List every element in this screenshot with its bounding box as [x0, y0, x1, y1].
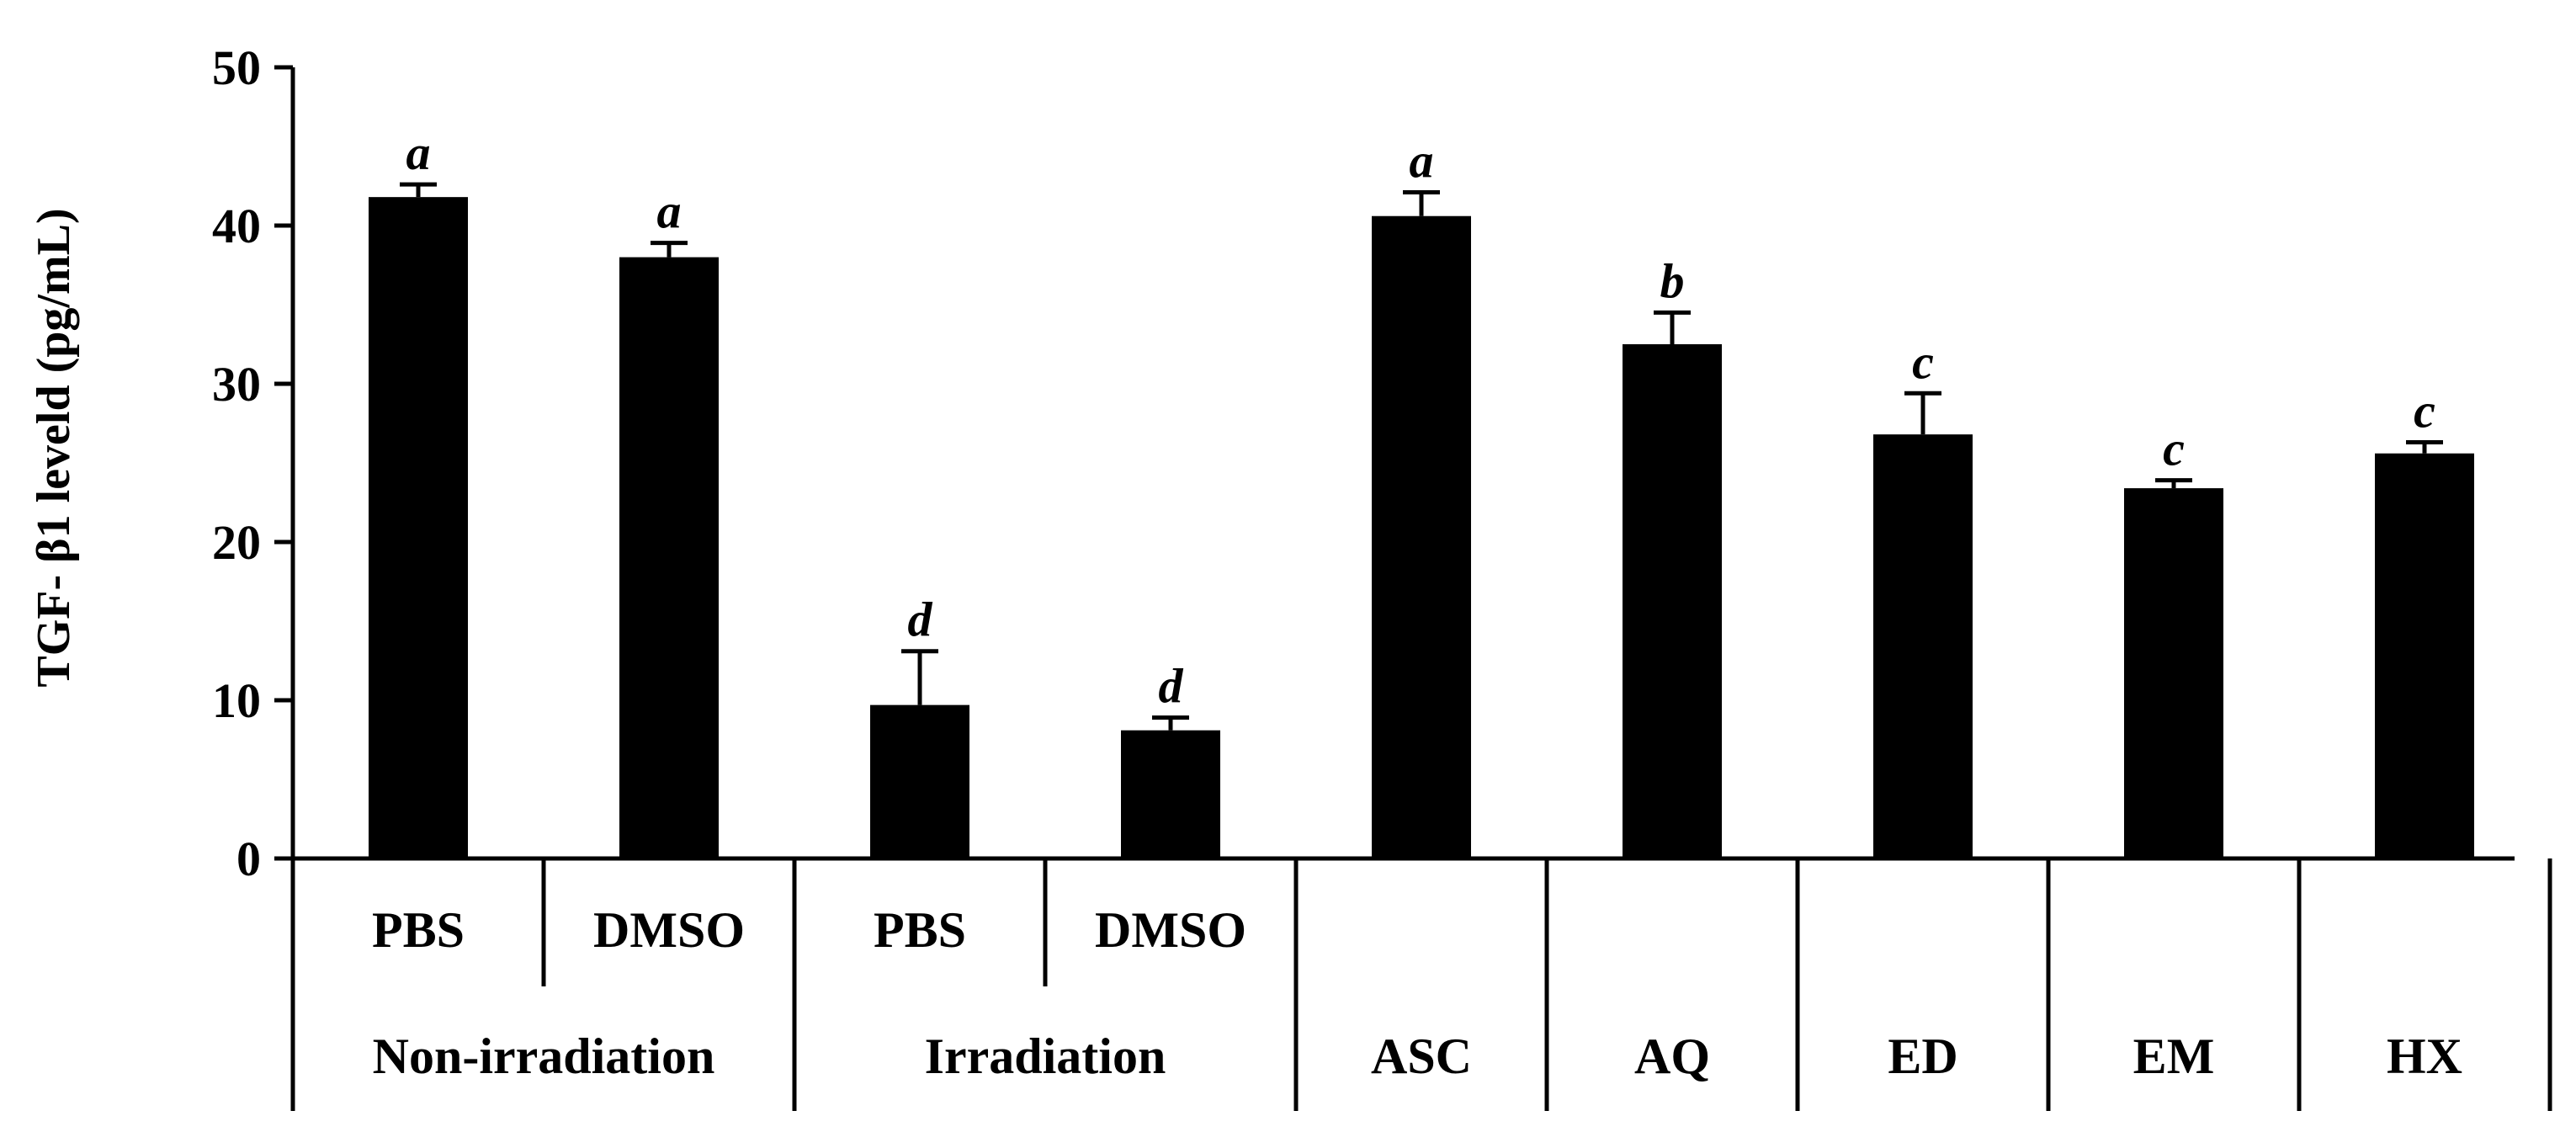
significance-letter: a [406, 125, 431, 180]
bar [369, 197, 468, 858]
y-tick-label: 0 [236, 832, 261, 886]
bar [1873, 434, 1973, 858]
significance-letter: d [1159, 659, 1184, 714]
category-label: PBS [874, 902, 966, 958]
bar [2375, 453, 2474, 858]
bar [1623, 344, 1722, 858]
group-label: Non-irradiation [373, 1028, 715, 1084]
bar [1372, 215, 1471, 859]
y-ticks: 0 10 20 30 40 50 [212, 40, 293, 886]
significance-letter: c [2414, 384, 2435, 438]
group-label: ASC [1371, 1028, 1472, 1084]
group-label: HX [2387, 1028, 2462, 1084]
y-tick-label: 30 [212, 357, 261, 412]
y-axis-title: TGF- β1 leveld (pg/mL) [28, 208, 80, 687]
y-tick-label: 10 [212, 673, 261, 728]
group-label: EM [2133, 1028, 2215, 1084]
category-label: DMSO [593, 902, 745, 958]
bars [369, 197, 2474, 859]
category-label: DMSO [1095, 902, 1246, 958]
group-label: AQ [1634, 1028, 1710, 1084]
significance-letter: a [1410, 134, 1434, 189]
error-bars [400, 182, 2443, 731]
significance-letters: a a d d a b c c c [406, 125, 2435, 714]
significance-letter: a [657, 184, 682, 239]
bar [1121, 730, 1220, 858]
group-label: ED [1888, 1028, 1957, 1084]
category-label: PBS [372, 902, 465, 958]
significance-letter: c [1912, 334, 1934, 389]
category-table: PBS DMSO PBS DMSO Non-irradiation Irradiation… [290, 858, 2552, 1111]
significance-letter: b [1660, 253, 1685, 308]
y-tick-label: 20 [212, 515, 261, 570]
significance-letter: d [908, 593, 933, 647]
bar [619, 257, 719, 859]
significance-letter: c [2163, 422, 2185, 476]
group-label: Irradiation [925, 1028, 1166, 1084]
y-tick-label: 50 [212, 40, 261, 95]
bar [2124, 488, 2223, 858]
bar [870, 704, 969, 858]
y-tick-label: 40 [212, 199, 261, 253]
